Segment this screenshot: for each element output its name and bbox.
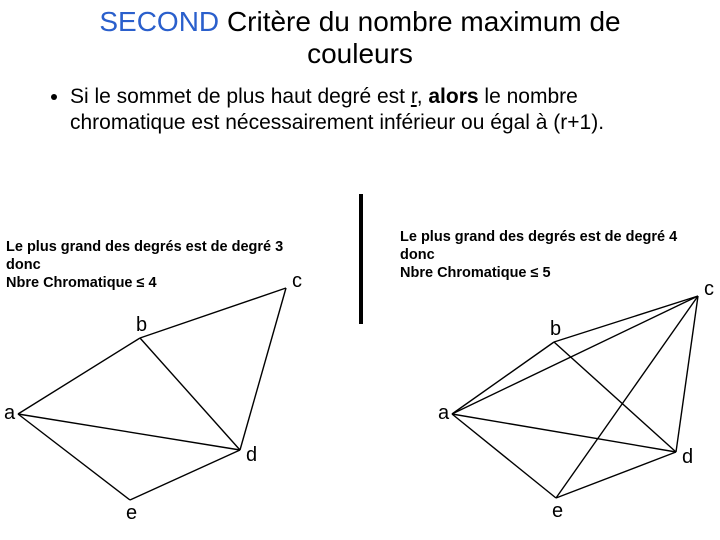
left-node-a: a bbox=[4, 402, 15, 425]
right-node-d: d bbox=[682, 446, 693, 469]
right-node-b: b bbox=[550, 318, 561, 341]
graph-edge bbox=[452, 414, 676, 452]
right-node-a: a bbox=[438, 402, 449, 425]
graph-edge bbox=[676, 296, 698, 452]
left-node-e: e bbox=[126, 502, 137, 525]
graph-edge bbox=[554, 296, 698, 342]
left-node-b: b bbox=[136, 314, 147, 337]
graph-edge bbox=[452, 414, 556, 498]
graph-edge bbox=[556, 452, 676, 498]
graph-edge bbox=[556, 296, 698, 498]
graph-edge bbox=[452, 342, 554, 414]
graph-edge bbox=[452, 296, 698, 414]
right-node-e: e bbox=[552, 500, 563, 523]
right-graph bbox=[0, 0, 720, 540]
left-node-c: c bbox=[292, 270, 302, 293]
graph-edge bbox=[554, 342, 676, 452]
left-node-d: d bbox=[246, 444, 257, 467]
right-node-c: c bbox=[704, 278, 714, 301]
